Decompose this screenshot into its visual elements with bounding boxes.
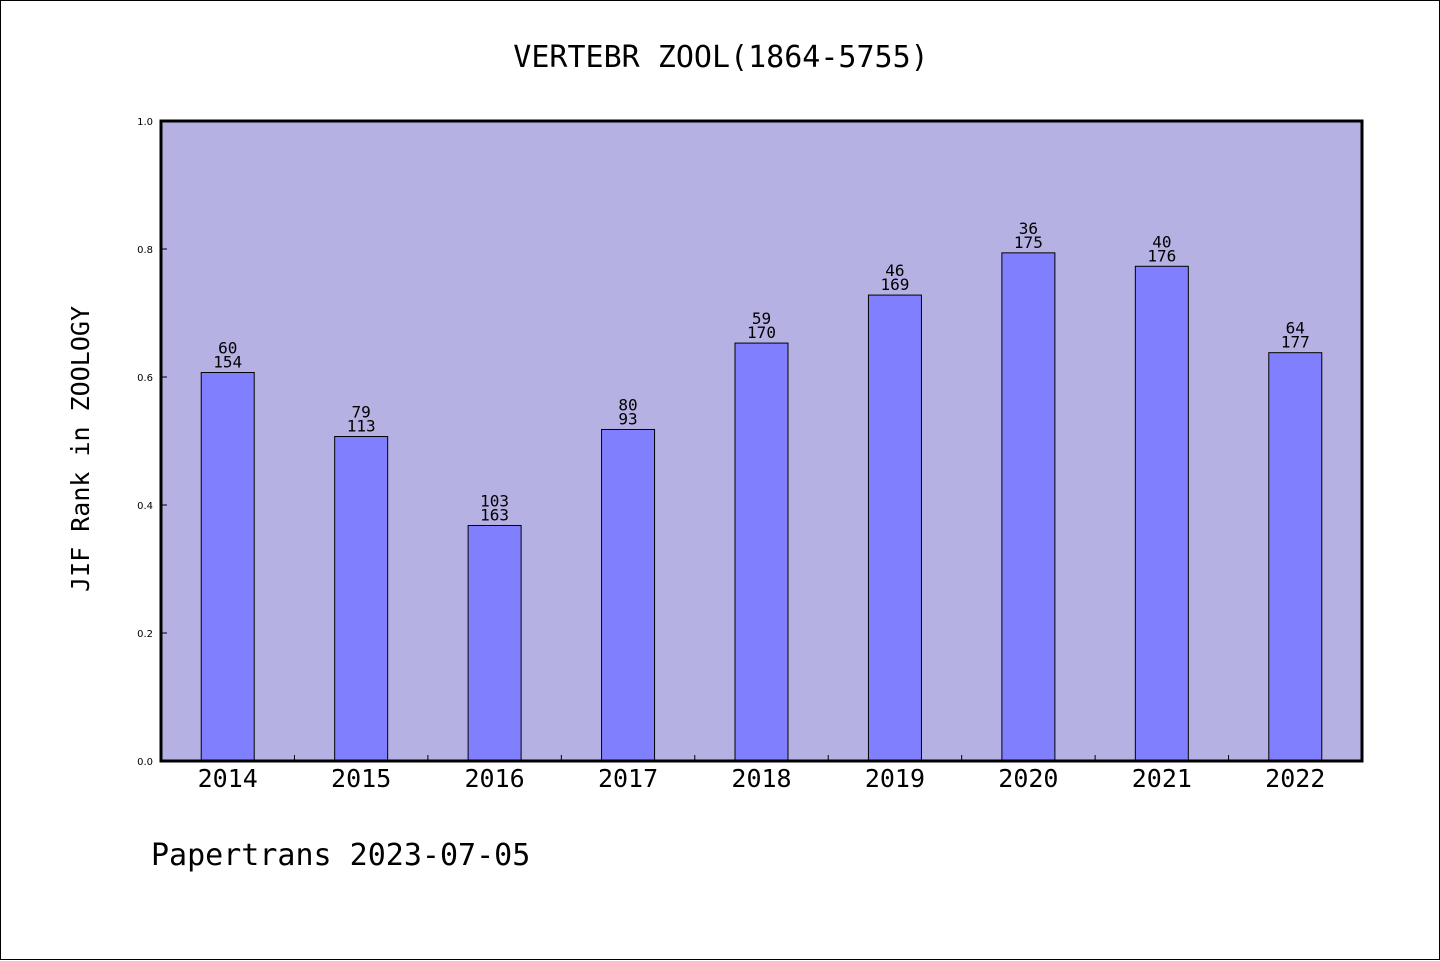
- bar-label-rank: 103: [480, 491, 509, 510]
- footer-credit: Papertrans 2023-07-05: [151, 838, 530, 873]
- bar-2017: [601, 428, 656, 762]
- y-tick-label: 0.2: [137, 629, 153, 640]
- bar-label-total: 175: [1014, 233, 1043, 252]
- y-axis: 0.0 0.2 0.4 0.6 0.8 1.0: [137, 117, 167, 768]
- bar-2021: [1134, 265, 1189, 762]
- bar-label-rank: 36: [1019, 219, 1038, 238]
- x-tick-label: 2015: [331, 764, 391, 793]
- y-tick-label: 1.0: [137, 117, 153, 128]
- y-tick-label: 0.8: [137, 245, 153, 256]
- bar-label-total: 177: [1281, 333, 1310, 352]
- y-axis-label: JIF Rank in ZOOLOGY: [66, 306, 95, 592]
- bar-label-total: 169: [880, 275, 909, 294]
- y-tick-label: 0.4: [137, 501, 153, 512]
- x-tick-label: 2014: [198, 764, 258, 793]
- bar-label-rank: 64: [1286, 319, 1305, 338]
- bar-label-total: 170: [747, 323, 776, 342]
- bar-label-rank: 46: [885, 261, 904, 280]
- bar-2019: [867, 294, 922, 762]
- bar-label-total: 154: [213, 353, 242, 372]
- bar-label-total: 163: [480, 505, 509, 524]
- y-tick-label: 0.0: [137, 757, 153, 768]
- bar-label-rank: 60: [218, 339, 237, 358]
- x-tick-label: 2022: [1265, 764, 1325, 793]
- x-tick-label: 2021: [1132, 764, 1192, 793]
- bar-2016: [467, 524, 522, 762]
- x-axis: 2014 2015 2016 2017 2018 2019 2020 2021 2022: [198, 755, 1325, 793]
- y-tick-label: 0.6: [137, 373, 153, 384]
- x-tick-label: 2017: [598, 764, 658, 793]
- plot-border: [159, 119, 1364, 763]
- x-tick-label: 2016: [465, 764, 525, 793]
- bar-label-rank: 79: [352, 403, 371, 422]
- x-tick-label: 2020: [998, 764, 1058, 793]
- bar-2022: [1268, 352, 1323, 762]
- bar-label-rank: 59: [752, 309, 771, 328]
- bar-2015: [334, 436, 389, 762]
- bar-label-total: 93: [618, 409, 637, 428]
- x-tick-label: 2018: [731, 764, 791, 793]
- bar-2018: [734, 342, 789, 762]
- chart-title: VERTEBR ZOOL(1864-5755): [513, 40, 928, 75]
- bar-2014: [200, 372, 255, 762]
- bar-label-rank: 40: [1152, 232, 1171, 251]
- bar-label-rank: 80: [618, 395, 637, 414]
- x-tick-label: 2019: [865, 764, 925, 793]
- bar-label-total: 113: [347, 417, 376, 436]
- bar-2020: [1001, 252, 1056, 762]
- bar-label-total: 176: [1147, 246, 1176, 265]
